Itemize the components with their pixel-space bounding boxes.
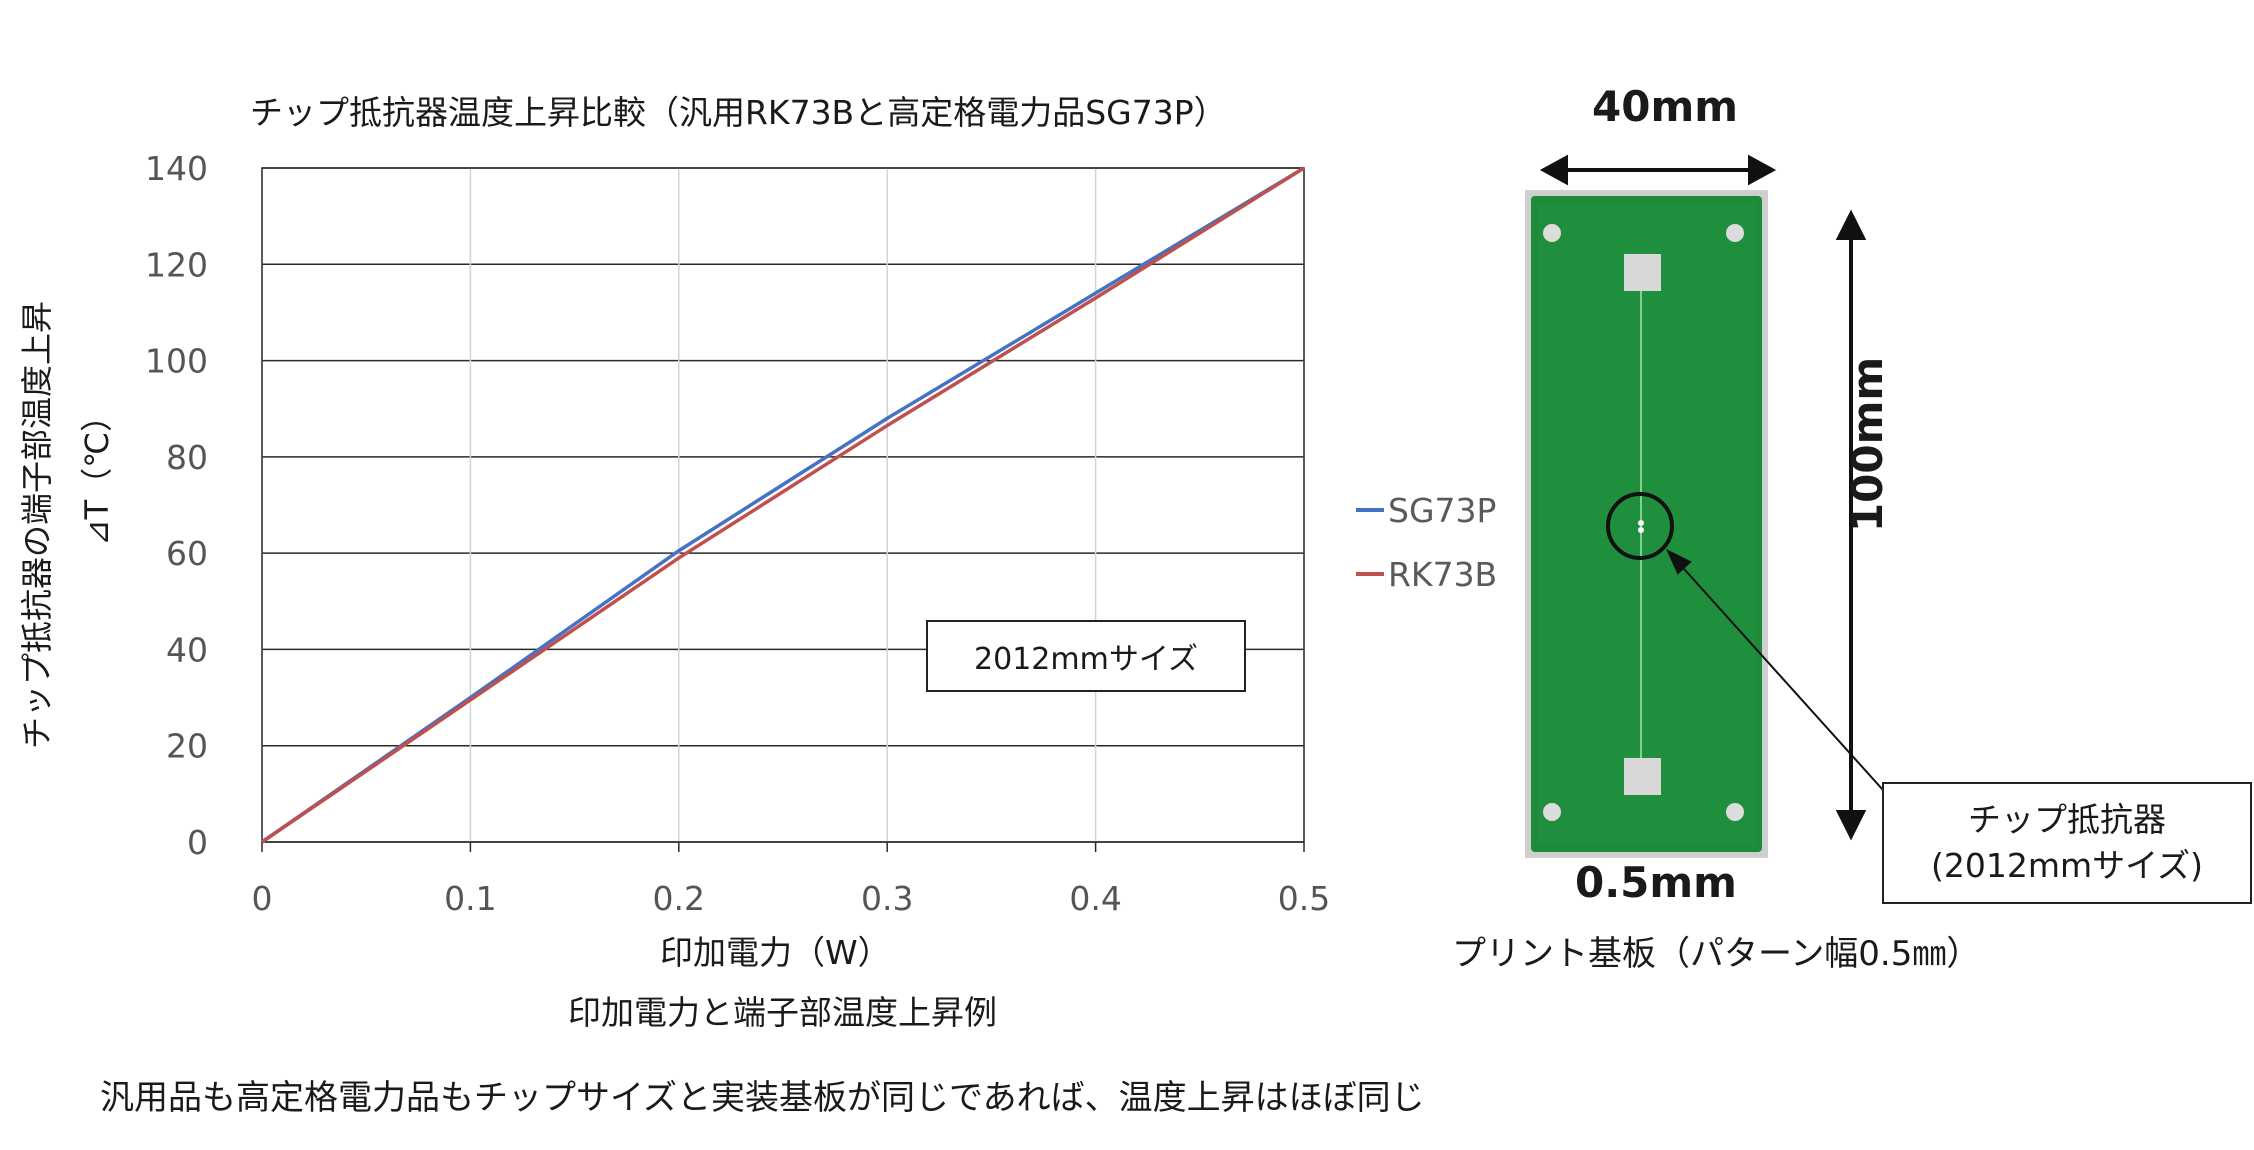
legend-item-sg73p: SG73P bbox=[1356, 478, 1497, 542]
size-annotation-text: 2012mmサイズ bbox=[974, 642, 1198, 677]
chip-label-line2: (2012mmサイズ) bbox=[1930, 846, 2204, 885]
y-tick-label: 60 bbox=[166, 534, 208, 573]
x-axis-label: 印加電力（W） bbox=[660, 933, 891, 972]
y-tick-label: 120 bbox=[145, 245, 208, 284]
legend-swatch-sg73p bbox=[1356, 508, 1384, 512]
x-tick-label: 0 bbox=[252, 879, 273, 918]
mount-hole bbox=[1726, 803, 1744, 821]
y-tick-label: 40 bbox=[166, 630, 208, 669]
legend-label-rk73b: RK73B bbox=[1388, 554, 1498, 594]
mount-hole bbox=[1726, 224, 1744, 242]
chip-pointer-arrow bbox=[1665, 548, 1884, 791]
y-tick-label: 80 bbox=[166, 438, 208, 477]
y-tick-label: 20 bbox=[166, 727, 208, 766]
y-tick-label: 140 bbox=[145, 149, 208, 188]
pcb-image bbox=[1525, 190, 1768, 858]
axes bbox=[261, 167, 1305, 852]
board-height-label: 100mm bbox=[1843, 356, 1893, 533]
tick-labels: 0 20 40 60 80 100 120 140 0 0.1 0.2 0.3 0.4 0.5 bbox=[145, 149, 1330, 918]
series-line-sg73p bbox=[261, 166, 1305, 844]
y-tick-label: 0 bbox=[187, 823, 208, 862]
width-dimension-arrow bbox=[1539, 154, 1777, 186]
test-pad bbox=[1624, 758, 1661, 795]
legend-item-rk73b: RK73B bbox=[1356, 542, 1497, 606]
chip-resistor-label-box: チップ抵抗器 (2012mmサイズ) bbox=[1882, 782, 2252, 904]
mount-hole bbox=[1543, 224, 1561, 242]
series-line-rk73b bbox=[261, 166, 1305, 844]
size-annotation-box: 2012mmサイズ bbox=[926, 620, 1246, 692]
chart-title: チップ抵抗器温度上昇比較（汎用RK73Bと高定格電力品SG73P） bbox=[250, 93, 1227, 132]
board-caption: プリント基板（パターン幅0.5㎜） bbox=[1452, 934, 1981, 974]
chart-caption: 印加電力と端子部温度上昇例 bbox=[568, 993, 997, 1032]
y-tick-label: 100 bbox=[145, 342, 208, 381]
chip-label-line1: チップ抵抗器 bbox=[1968, 800, 2166, 839]
mount-hole bbox=[1543, 803, 1561, 821]
legend: SG73P RK73B bbox=[1356, 478, 1497, 606]
conclusion-text: 汎用品も高定格電力品もチップサイズと実装基板が同じであれば、温度上昇はほぼ同じ bbox=[100, 1078, 1425, 1118]
grid-lines bbox=[261, 167, 1305, 843]
y-axis-label-line2: ⊿T（℃） bbox=[78, 400, 116, 546]
chip-resistor bbox=[1638, 520, 1644, 526]
legend-label-sg73p: SG73P bbox=[1388, 490, 1497, 530]
board-width-label: 40mm bbox=[1592, 82, 1738, 131]
plot-area-border bbox=[261, 167, 1305, 843]
y-axis-label: チップ抵抗器の端子部温度上昇 ⊿T（℃） bbox=[8, 255, 118, 795]
legend-swatch-rk73b bbox=[1356, 572, 1384, 576]
test-pad bbox=[1624, 254, 1661, 291]
x-tick-label: 0.2 bbox=[653, 879, 705, 918]
pattern-width-label: 0.5mm bbox=[1575, 858, 1737, 907]
x-tick-label: 0.4 bbox=[1069, 879, 1121, 918]
x-tick-label: 0.5 bbox=[1278, 879, 1330, 918]
x-tick-label: 0.3 bbox=[861, 879, 913, 918]
series-lines bbox=[261, 166, 1305, 844]
y-axis-label-line1: チップ抵抗器の端子部温度上昇 bbox=[18, 301, 56, 749]
height-dimension-arrow bbox=[1835, 209, 1867, 841]
chip-circle-marker bbox=[1606, 492, 1674, 560]
x-tick-label: 0.1 bbox=[444, 879, 496, 918]
